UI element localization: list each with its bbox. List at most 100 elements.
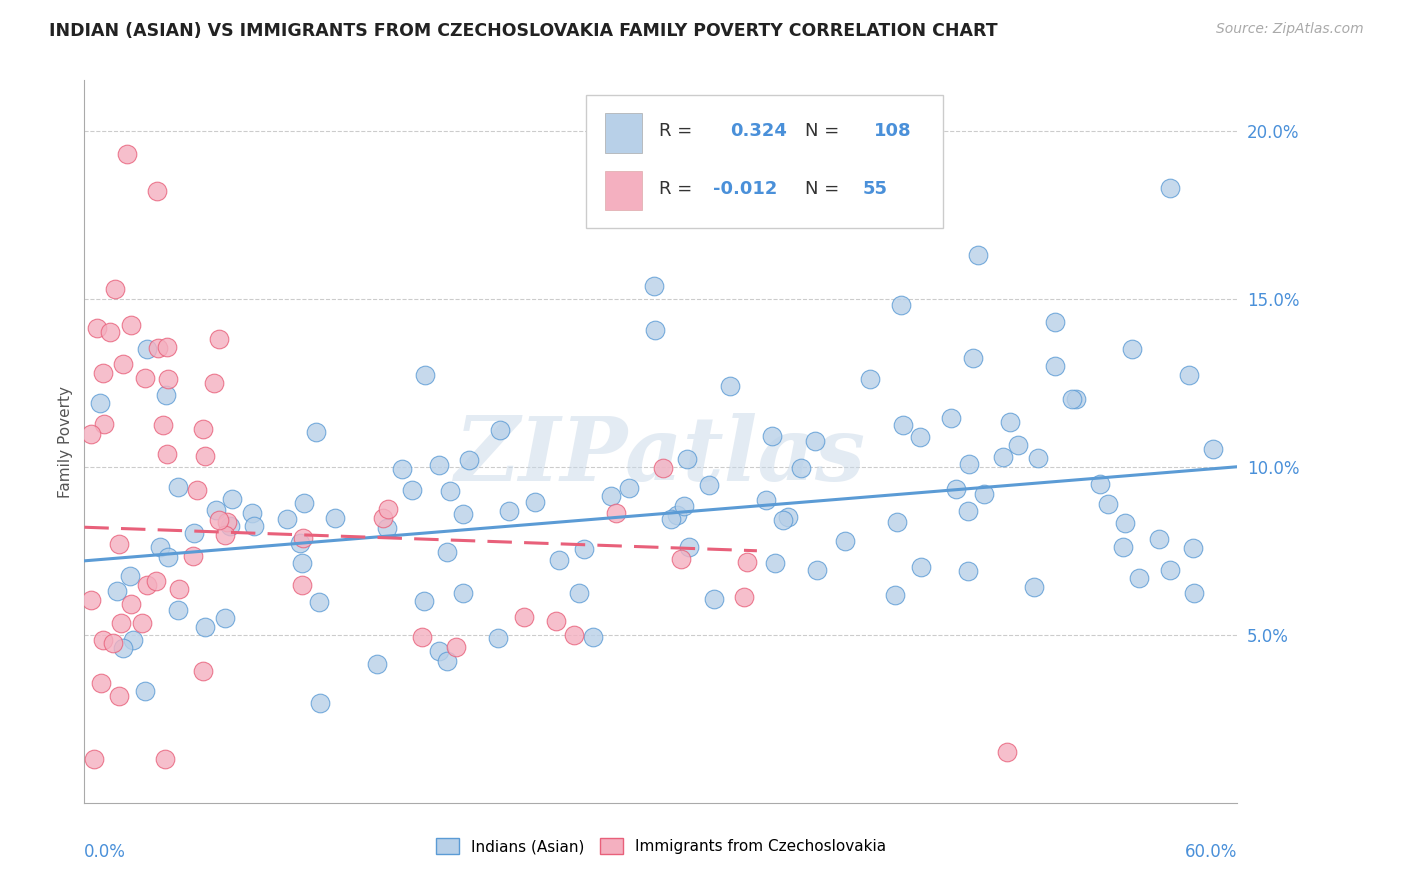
Point xyxy=(523,495,546,509)
Point xyxy=(1182,586,1205,600)
Point xyxy=(956,504,979,518)
Point xyxy=(89,396,111,410)
Point xyxy=(959,457,981,471)
Point xyxy=(169,582,191,596)
Point xyxy=(703,591,725,606)
Point xyxy=(375,521,398,535)
Text: R =: R = xyxy=(658,179,692,198)
FancyBboxPatch shape xyxy=(586,95,943,228)
Point xyxy=(183,549,205,563)
Point xyxy=(134,371,156,385)
Point xyxy=(644,323,666,337)
Point xyxy=(218,518,240,533)
Point xyxy=(366,657,388,672)
Point xyxy=(103,636,125,650)
Point xyxy=(240,506,263,520)
Point xyxy=(1022,580,1045,594)
Point xyxy=(86,320,108,334)
Point xyxy=(214,527,236,541)
Point xyxy=(276,512,298,526)
Point xyxy=(562,628,585,642)
Point xyxy=(718,379,741,393)
Point xyxy=(98,325,121,339)
Point xyxy=(149,540,172,554)
Point xyxy=(80,593,103,607)
Bar xyxy=(606,112,643,153)
Point xyxy=(582,630,605,644)
Point xyxy=(157,372,180,386)
Point xyxy=(111,357,134,371)
Point xyxy=(436,655,458,669)
Point xyxy=(1202,442,1225,457)
Point xyxy=(155,388,177,402)
Point xyxy=(134,684,156,698)
Point xyxy=(291,531,314,545)
Point xyxy=(217,515,239,529)
Point xyxy=(191,665,214,679)
Text: N =: N = xyxy=(806,122,839,140)
Point xyxy=(152,418,174,433)
Point xyxy=(156,447,179,461)
Point xyxy=(451,508,474,522)
Point xyxy=(1007,438,1029,452)
Point xyxy=(804,434,827,449)
Point xyxy=(973,486,995,500)
Point xyxy=(1112,540,1135,554)
Point xyxy=(652,460,675,475)
Point xyxy=(427,644,450,658)
Point xyxy=(221,492,243,507)
Point xyxy=(205,502,228,516)
Point xyxy=(548,552,571,566)
Point xyxy=(80,426,103,441)
Point xyxy=(1177,368,1199,382)
Point xyxy=(291,556,314,570)
Point xyxy=(120,318,142,332)
Point xyxy=(1182,541,1205,555)
Point xyxy=(291,578,314,592)
Point xyxy=(93,417,115,432)
Point xyxy=(659,512,682,526)
Text: R =: R = xyxy=(658,122,692,140)
Text: INDIAN (ASIAN) VS IMMIGRANTS FROM CZECHOSLOVAKIA FAMILY POVERTY CORRELATION CHAR: INDIAN (ASIAN) VS IMMIGRANTS FROM CZECHO… xyxy=(49,22,998,40)
Text: ZIPatlas: ZIPatlas xyxy=(456,413,866,500)
Point xyxy=(105,584,128,599)
Point xyxy=(665,508,688,522)
Point xyxy=(1043,315,1066,329)
Point xyxy=(1114,516,1136,531)
Point xyxy=(910,430,932,444)
Text: Source: ZipAtlas.com: Source: ZipAtlas.com xyxy=(1216,22,1364,37)
Point xyxy=(371,511,394,525)
Point xyxy=(377,502,399,516)
Point xyxy=(733,590,755,604)
Point xyxy=(305,425,328,439)
Point xyxy=(191,422,214,436)
Point xyxy=(413,593,436,607)
Point xyxy=(1026,451,1049,466)
Text: 108: 108 xyxy=(875,122,911,140)
Point xyxy=(945,482,967,496)
Point xyxy=(91,633,114,648)
Text: 0.0%: 0.0% xyxy=(84,843,127,861)
Text: 0.324: 0.324 xyxy=(730,122,787,140)
Point xyxy=(111,640,134,655)
Point xyxy=(993,450,1015,464)
Point xyxy=(120,598,142,612)
Point xyxy=(1062,392,1084,407)
Point xyxy=(498,504,520,518)
Point xyxy=(513,609,536,624)
Point xyxy=(1128,571,1150,585)
Point xyxy=(155,340,177,354)
Point xyxy=(1043,359,1066,373)
Point xyxy=(776,510,799,524)
Point xyxy=(183,525,205,540)
Point xyxy=(967,248,990,262)
Point xyxy=(995,745,1018,759)
Point xyxy=(1121,342,1143,356)
Point xyxy=(131,616,153,631)
Point xyxy=(214,611,236,625)
Point xyxy=(91,366,114,380)
Point xyxy=(772,513,794,527)
Point xyxy=(194,620,217,634)
Point xyxy=(489,423,512,437)
Point xyxy=(789,460,811,475)
